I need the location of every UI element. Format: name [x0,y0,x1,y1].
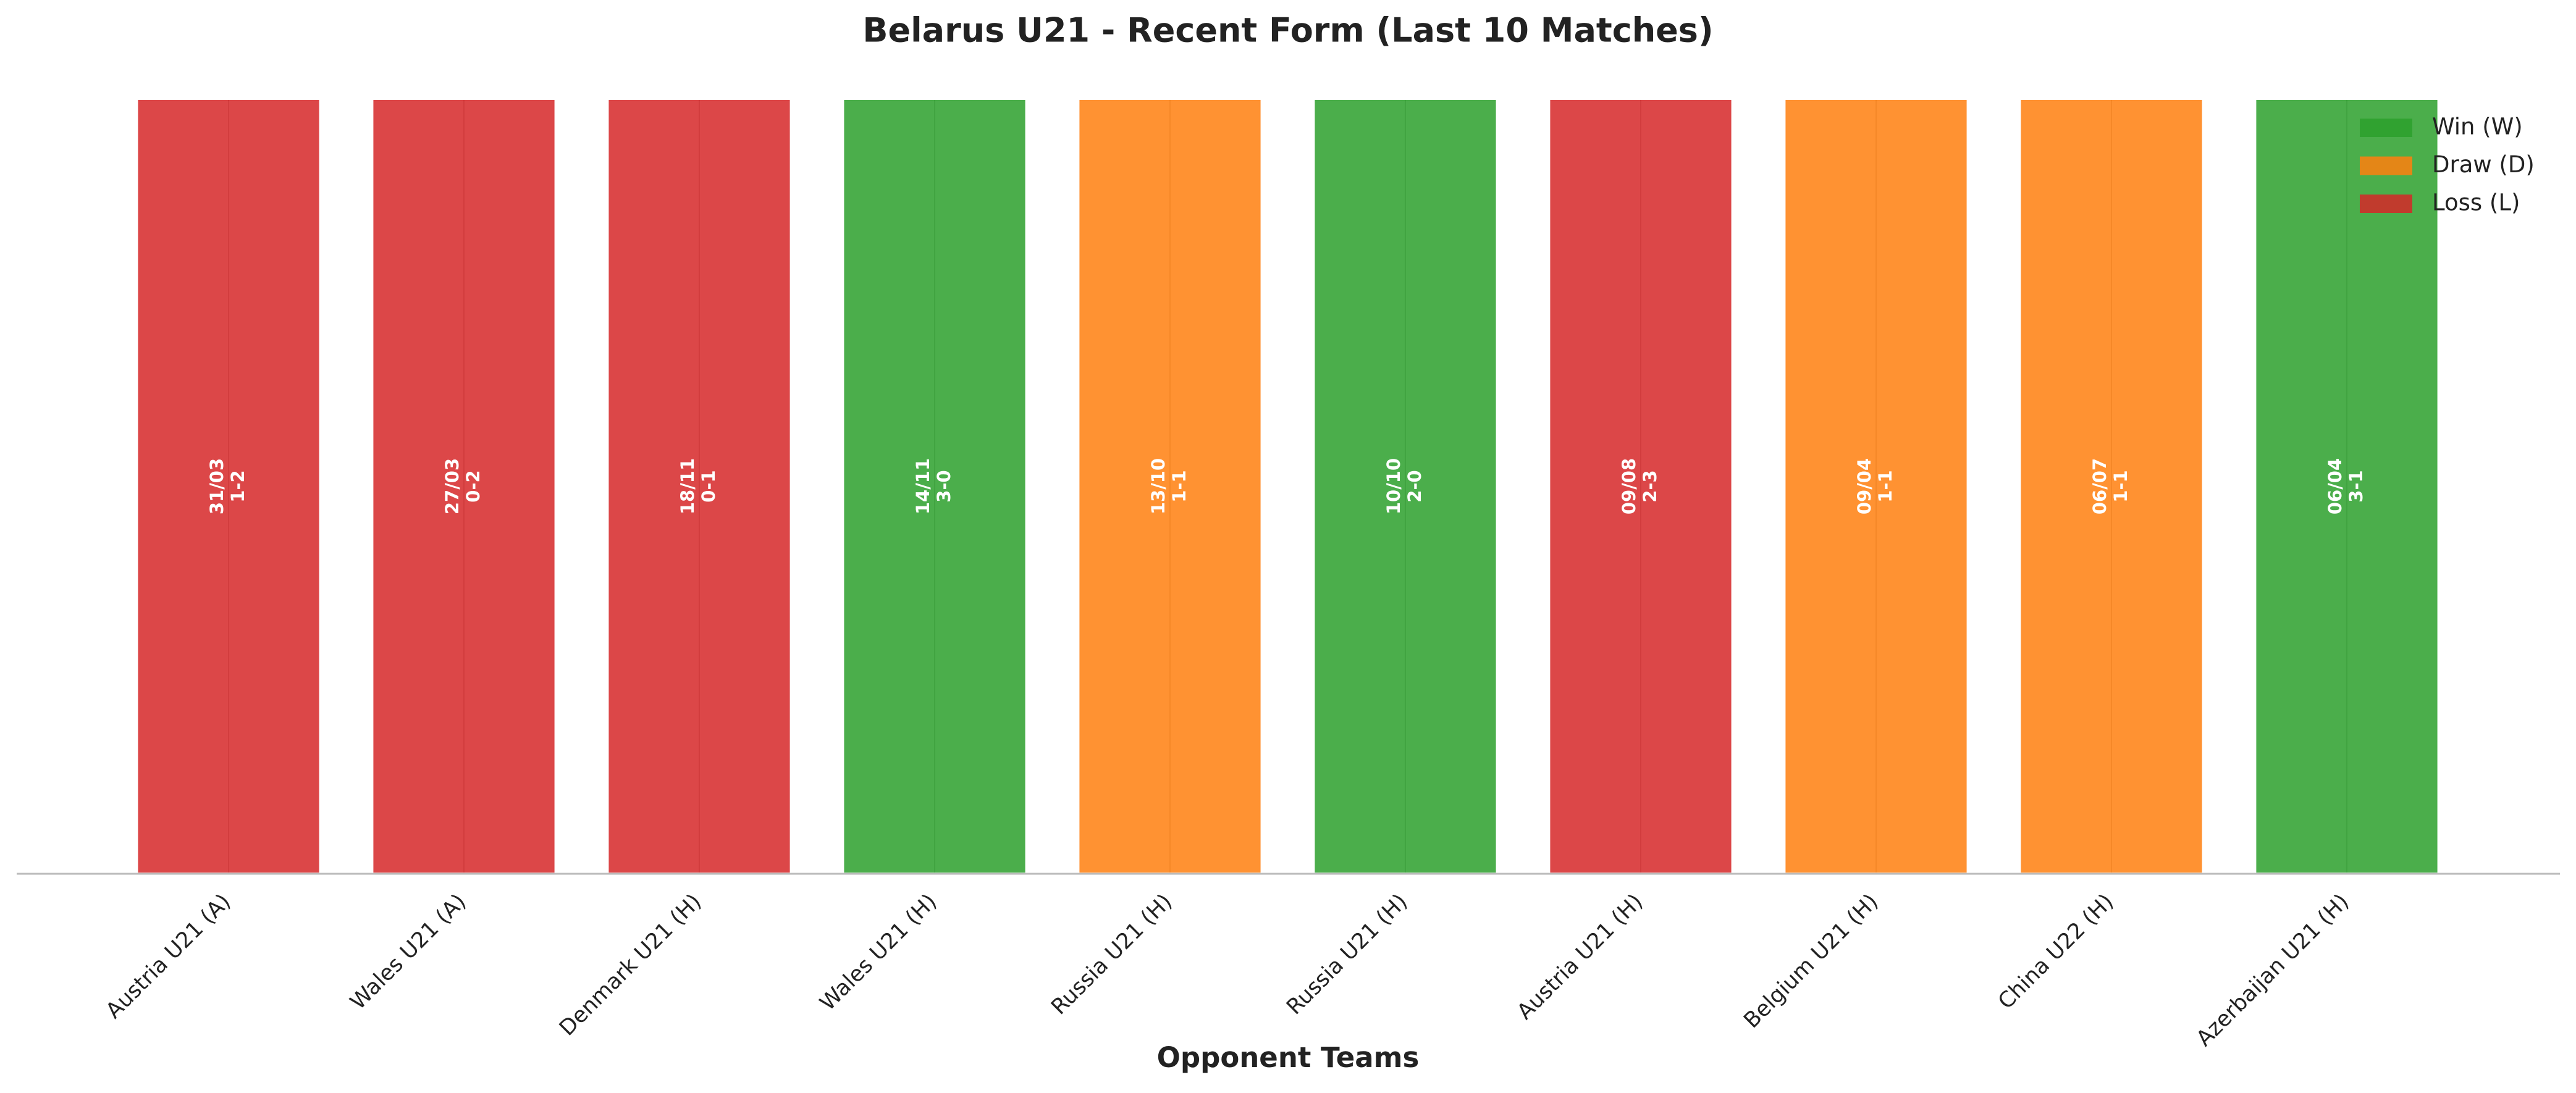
bar-score-label: 1-1 [1169,470,1190,502]
bar [371,98,557,875]
bar-score-label: 3-0 [933,470,954,502]
x-tick-label: Russia U21 (H) [1282,889,1412,1020]
x-tick-label: Russia U21 (H) [1046,889,1177,1020]
bar-score-label: 0-2 [463,470,484,502]
x-tick-label: China U22 (H) [1993,889,2118,1014]
bar [1783,98,1969,875]
bar-score-label: 1-1 [1875,470,1896,502]
bar-date-label: 13/10 [1148,458,1169,514]
bar-date-label: 06/07 [2089,458,2110,514]
legend-swatch [2360,119,2412,137]
bar-date-label: 09/04 [1854,458,1875,514]
bar-score-label: 2-3 [1639,470,1661,502]
legend-label: Draw (D) [2432,151,2535,178]
bar [1312,98,1499,875]
bar-score-label: 1-1 [2110,470,2131,502]
bar [2254,98,2440,875]
legend-swatch [2360,156,2412,175]
bar-score-label: 2-0 [1404,470,1425,502]
x-tick-label: Wales U21 (H) [815,889,942,1016]
bar [841,98,1028,875]
x-tick-label: Wales U21 (A) [346,889,471,1015]
bar-date-label: 10/10 [1383,458,1404,514]
bar-date-label: 27/03 [442,458,463,514]
x-tick-label: Austria U21 (H) [1512,889,1648,1024]
x-tick-label: Austria U21 (A) [101,889,235,1023]
x-tick-label: Azerbaijan U21 (H) [2192,889,2354,1051]
bar [135,98,322,875]
bar-date-label: 18/11 [677,458,698,514]
bar [2018,98,2205,875]
x-axis-title: Opponent Teams [1157,1041,1420,1074]
chart-title: Belarus U21 - Recent Form (Last 10 Match… [862,11,1713,50]
bar-score-label: 1-2 [227,470,248,502]
x-tick-label: Belgium U21 (H) [1739,889,1883,1033]
legend-label: Loss (L) [2432,190,2520,216]
bar-score-label: 0-1 [698,470,719,502]
legend-swatch [2360,195,2412,213]
bar-date-label: 09/08 [1618,458,1639,514]
bar [1547,98,1734,875]
legend-label: Win (W) [2432,114,2523,140]
x-tick-label: Denmark U21 (H) [555,889,706,1041]
bar-score-label: 3-1 [2346,470,2367,502]
bar-date-label: 31/03 [206,458,227,514]
bar-date-label: 06/04 [2325,458,2346,514]
bar-date-label: 14/11 [912,458,933,514]
bar [1077,98,1263,875]
